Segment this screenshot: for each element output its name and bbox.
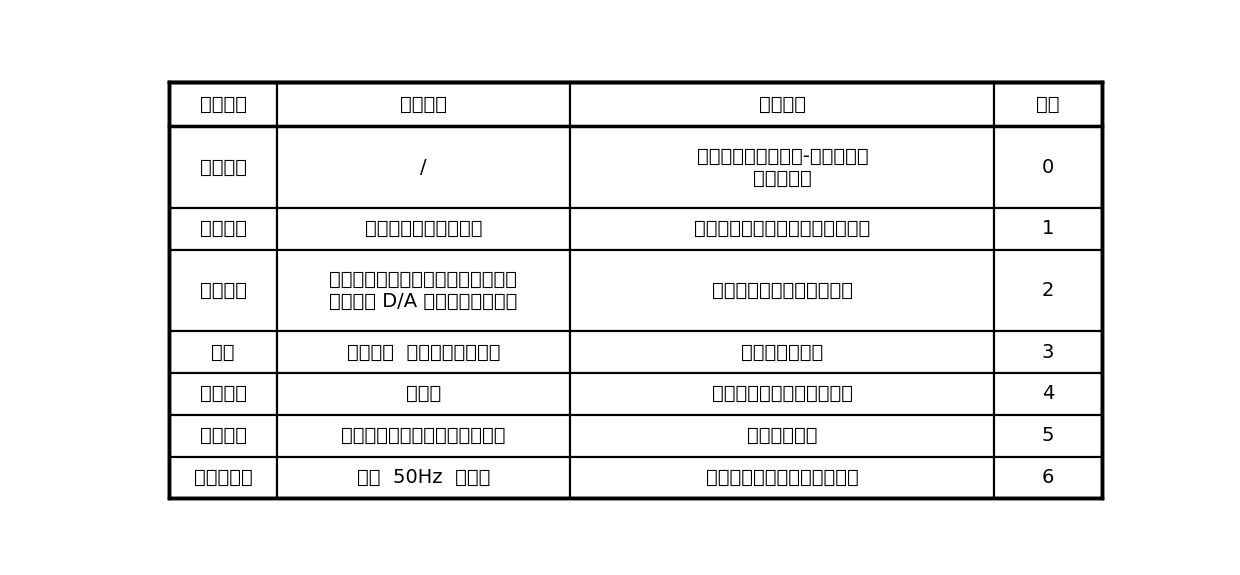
Text: 电源  50Hz  干扰等: 电源 50Hz 干扰等: [357, 468, 490, 487]
Text: 在原信号上加一个脉冲信号: 在原信号上加一个脉冲信号: [712, 281, 853, 300]
Bar: [994, 250, 1101, 331]
Text: 0: 0: [1042, 158, 1054, 177]
Text: 电源和地线中的随机干扰、浪涌、电
火花放电 D/A 变换器中的毛刺等: 电源和地线中的随机干扰、浪涌、电 火花放电 D/A 变换器中的毛刺等: [330, 270, 517, 311]
Bar: [277, 82, 570, 126]
Bar: [277, 126, 570, 208]
Text: 2: 2: [1042, 281, 1054, 300]
Bar: [570, 373, 994, 415]
Text: 在信号上加一恒定或随机的小信号: 在信号上加一恒定或随机的小信号: [694, 219, 870, 238]
Bar: [994, 415, 1101, 457]
Bar: [994, 331, 1101, 373]
Text: /: /: [420, 158, 427, 177]
Text: 1: 1: [1042, 219, 1054, 238]
Bar: [170, 250, 277, 331]
Text: 尖峰故障: 尖峰故障: [200, 281, 247, 300]
Bar: [277, 208, 570, 250]
Bar: [994, 82, 1101, 126]
Text: 信号接近最大值: 信号接近最大值: [742, 343, 823, 362]
Bar: [170, 373, 277, 415]
Text: 温漂等: 温漂等: [405, 384, 441, 404]
Text: 周期性干扰: 周期性干扰: [193, 468, 253, 487]
Bar: [277, 250, 570, 331]
Text: 原信号上叠加某一频率的信号: 原信号上叠加某一频率的信号: [706, 468, 858, 487]
Bar: [570, 126, 994, 208]
Bar: [570, 457, 994, 499]
Bar: [994, 457, 1101, 499]
Bar: [277, 457, 570, 499]
Bar: [170, 208, 277, 250]
Text: 污染引起的桥路腐蚀线路短接等: 污染引起的桥路腐蚀线路短接等: [341, 426, 506, 445]
Text: 信号线断  芯片管脚没连上等: 信号线断 芯片管脚没连上等: [347, 343, 500, 362]
Text: 漂移故障: 漂移故障: [200, 384, 247, 404]
Bar: [277, 373, 570, 415]
Bar: [570, 208, 994, 250]
Text: 4: 4: [1042, 384, 1054, 404]
Text: 信号接近于零: 信号接近于零: [746, 426, 817, 445]
Bar: [994, 373, 1101, 415]
Bar: [170, 457, 277, 499]
Bar: [994, 208, 1101, 250]
Bar: [570, 331, 994, 373]
Bar: [277, 415, 570, 457]
Text: 3: 3: [1042, 343, 1054, 362]
Text: 偏置电流或偏置电压等: 偏置电流或偏置电压等: [365, 219, 482, 238]
Text: 故障原因: 故障原因: [401, 95, 446, 114]
Bar: [170, 415, 277, 457]
Text: 航空发动机控制系统-传感器模型
的输出信号: 航空发动机控制系统-传感器模型 的输出信号: [697, 147, 868, 187]
Text: 正常情况: 正常情况: [200, 158, 247, 177]
Bar: [994, 126, 1101, 208]
Bar: [570, 250, 994, 331]
Bar: [170, 126, 277, 208]
Bar: [277, 331, 570, 373]
Bar: [170, 331, 277, 373]
Text: 故障类型: 故障类型: [200, 95, 247, 114]
Text: 信号以某一速率偏移原信号: 信号以某一速率偏移原信号: [712, 384, 853, 404]
Text: 开路: 开路: [211, 343, 234, 362]
Text: 5: 5: [1042, 426, 1054, 445]
Text: 6: 6: [1042, 468, 1054, 487]
Bar: [570, 82, 994, 126]
Text: 偏置故障: 偏置故障: [200, 219, 247, 238]
Text: 模拟方法: 模拟方法: [759, 95, 806, 114]
Text: 短路故障: 短路故障: [200, 426, 247, 445]
Text: 标签: 标签: [1037, 95, 1060, 114]
Bar: [570, 415, 994, 457]
Bar: [170, 82, 277, 126]
